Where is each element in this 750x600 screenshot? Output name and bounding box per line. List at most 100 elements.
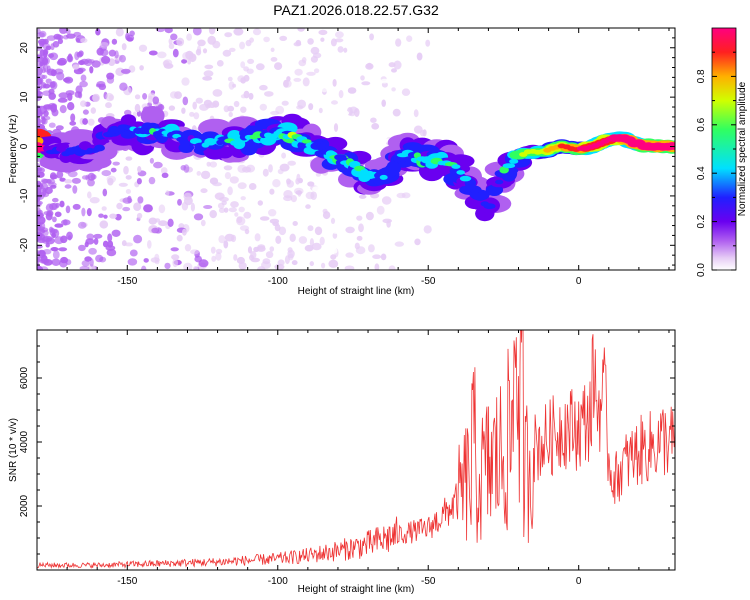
- noise-speckle: [87, 179, 95, 187]
- noise-speckle: [80, 38, 88, 43]
- noise-speckle: [302, 77, 310, 87]
- noise-speckle: [416, 104, 425, 112]
- noise-speckle: [50, 69, 57, 77]
- noise-speckle: [158, 204, 166, 214]
- noise-speckle: [58, 92, 69, 99]
- noise-speckle: [157, 51, 167, 59]
- noise-speckle: [95, 254, 104, 263]
- noise-speckle: [43, 110, 49, 117]
- noise-speckle: [344, 265, 355, 270]
- noise-speckle: [307, 181, 315, 187]
- noise-speckle: [59, 105, 67, 114]
- noise-speckle: [229, 47, 236, 53]
- y-tick-label: 20: [19, 42, 30, 54]
- noise-speckle: [207, 35, 216, 45]
- noise-speckle: [101, 55, 111, 64]
- noise-speckle: [345, 226, 355, 234]
- noise-speckle: [67, 102, 75, 111]
- noise-speckle: [51, 108, 59, 117]
- colorbar: 0.0 0.2 0.4 0.6 0.8 Normalized spectral ampl…: [696, 27, 748, 277]
- noise-speckle: [101, 206, 107, 211]
- noise-speckle: [60, 235, 68, 244]
- noise-speckle: [98, 213, 104, 218]
- noise-speckle: [322, 208, 328, 214]
- noise-speckle: [227, 76, 233, 82]
- noise-speckle: [310, 55, 318, 63]
- noise-speckle: [102, 188, 108, 197]
- noise-speckle: [89, 66, 94, 74]
- noise-speckle: [55, 125, 64, 131]
- noise-speckle: [222, 49, 232, 57]
- ridge-blob: [43, 145, 51, 152]
- noise-speckle: [176, 234, 183, 242]
- noise-speckle: [148, 217, 157, 225]
- noise-speckle: [338, 62, 346, 70]
- noise-speckle: [64, 179, 73, 184]
- noise-speckle: [37, 60, 43, 68]
- noise-speckle: [368, 91, 377, 98]
- noise-speckle: [298, 236, 308, 244]
- noise-speckle: [108, 49, 116, 57]
- noise-speckle: [200, 219, 206, 227]
- ridge-blob: [99, 139, 110, 144]
- noise-speckle: [419, 129, 426, 137]
- noise-speckle: [233, 254, 238, 261]
- noise-speckle: [48, 102, 57, 110]
- noise-speckle: [203, 70, 214, 77]
- noise-speckle: [41, 67, 46, 74]
- noise-speckle: [223, 165, 233, 171]
- x-tick-label: -50: [421, 576, 436, 587]
- noise-speckle: [85, 174, 90, 181]
- noise-speckle: [164, 28, 173, 34]
- noise-speckle: [50, 174, 58, 180]
- noise-speckle: [67, 170, 78, 178]
- x-tick-label: 0: [576, 576, 582, 587]
- noise-speckle: [371, 123, 380, 130]
- snr-line: [37, 330, 675, 570]
- noise-speckle: [126, 34, 135, 42]
- noise-speckle: [64, 184, 72, 189]
- noise-speckle: [51, 232, 56, 239]
- noise-speckle: [380, 78, 389, 84]
- noise-speckle: [121, 43, 127, 51]
- noise-speckle: [99, 42, 109, 48]
- noise-speckle: [401, 42, 407, 50]
- noise-speckle: [42, 187, 47, 197]
- noise-speckle: [77, 67, 86, 73]
- noise-speckle: [269, 188, 275, 195]
- noise-speckle: [360, 75, 365, 81]
- noise-speckle: [49, 81, 56, 88]
- noise-speckle: [56, 170, 64, 179]
- noise-speckle: [233, 28, 244, 36]
- noise-speckle: [321, 262, 326, 269]
- noise-speckle: [137, 166, 142, 173]
- noise-speckle: [112, 161, 120, 166]
- noise-speckle: [133, 202, 142, 211]
- noise-speckle: [309, 261, 314, 267]
- noise-speckle: [37, 92, 41, 97]
- ridge-blob: [451, 164, 461, 169]
- noise-speckle: [118, 182, 128, 187]
- noise-speckle: [295, 39, 302, 46]
- ridge-blob: [470, 188, 480, 194]
- noise-speckle: [122, 197, 133, 204]
- noise-speckle: [119, 82, 128, 91]
- noise-speckle: [87, 264, 96, 270]
- noise-speckle: [304, 244, 314, 252]
- noise-speckle: [192, 101, 197, 110]
- noise-speckle: [294, 68, 303, 76]
- noise-speckle: [163, 63, 174, 69]
- noise-speckle: [335, 31, 344, 39]
- noise-speckle: [87, 59, 95, 64]
- noise-speckle: [59, 28, 68, 34]
- noise-speckle: [318, 29, 328, 36]
- noise-speckle: [218, 207, 226, 213]
- noise-speckle: [124, 242, 133, 247]
- noise-speckle: [263, 36, 270, 43]
- noise-speckle: [37, 117, 41, 125]
- noise-speckle: [228, 81, 235, 90]
- noise-speckle: [77, 221, 87, 229]
- noise-speckle: [101, 170, 112, 177]
- noise-speckle: [270, 47, 275, 52]
